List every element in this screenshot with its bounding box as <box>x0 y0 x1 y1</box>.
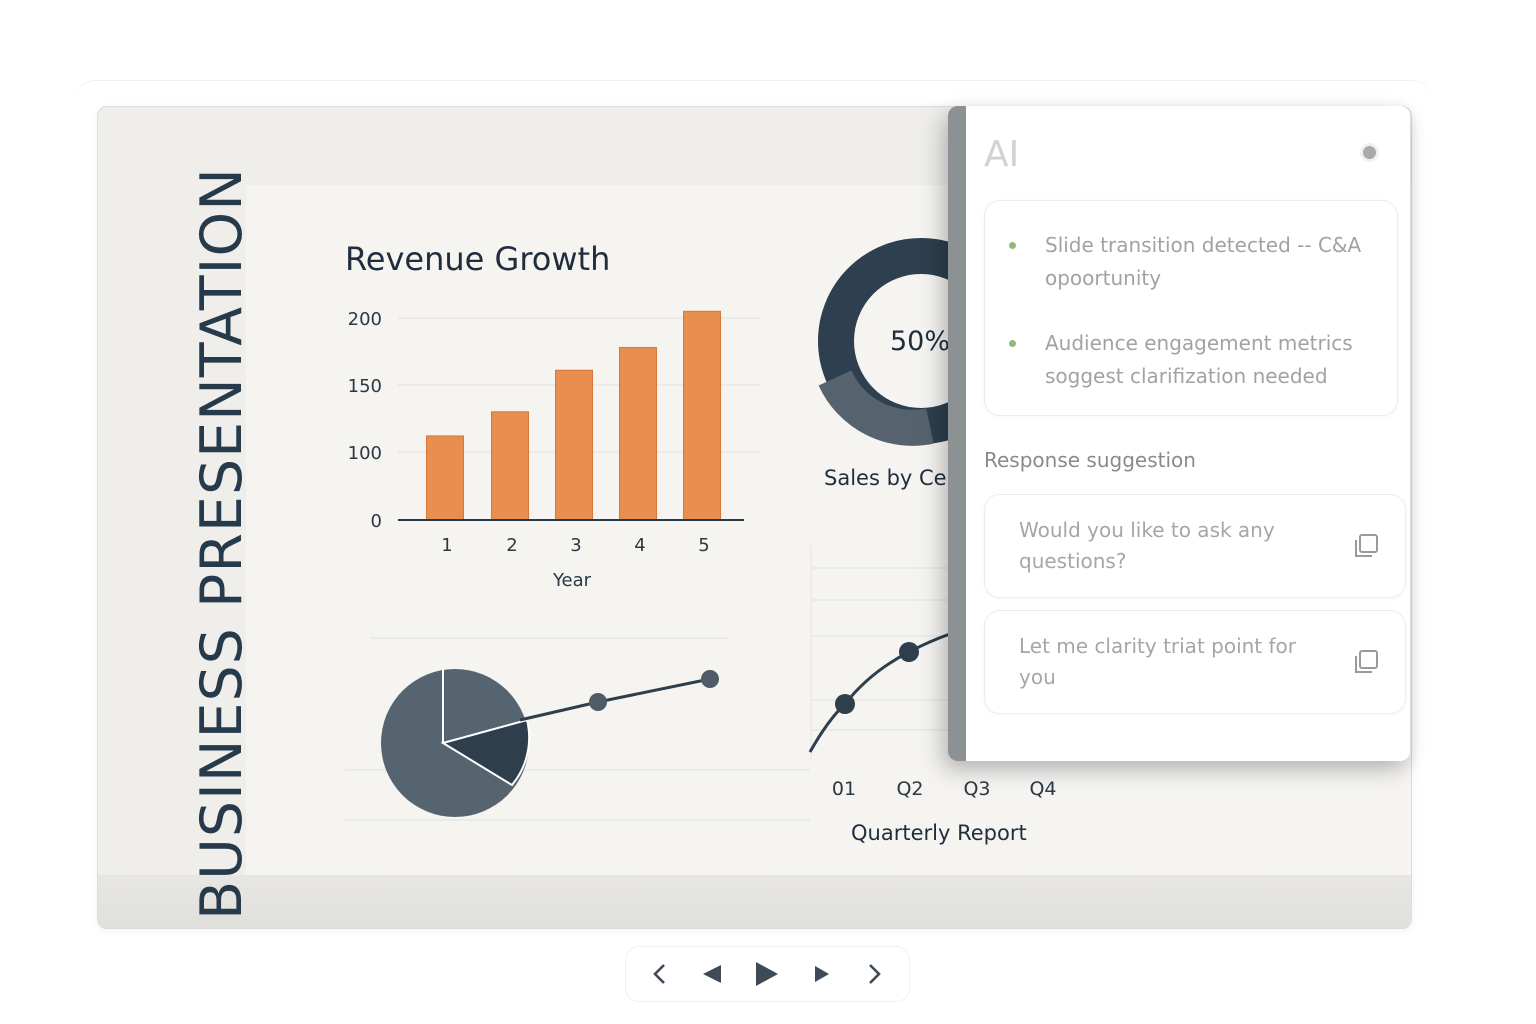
ai-panel-title: AI <box>984 134 1020 175</box>
quarterly-line <box>808 632 951 753</box>
nav-previous-button[interactable] <box>692 947 732 1001</box>
y-tick-label: 100 <box>348 443 382 464</box>
bar <box>555 369 593 521</box>
quarterly-caption: Quarterly Report <box>851 821 1027 845</box>
quarterly-point <box>899 642 919 662</box>
y-tick-label: 200 <box>348 309 382 330</box>
nav-last-button[interactable] <box>854 947 894 1001</box>
nav-next-button[interactable] <box>802 947 842 1001</box>
insight-item: Audience engagement metrics soggest clar… <box>1009 327 1379 393</box>
trend-point <box>589 693 607 711</box>
insights-card: Slide transition detected -- C&A opoortu… <box>984 200 1398 416</box>
quarter-tick-label: Q3 <box>963 778 990 800</box>
insight-text: Audience engagement metrics soggest clar… <box>1045 331 1353 388</box>
quarter-tick-label: Q2 <box>896 778 923 800</box>
bar <box>619 346 657 521</box>
next-triangle-icon <box>815 966 829 982</box>
previous-triangle-icon <box>703 965 721 983</box>
quarter-tick-label: 01 <box>832 778 856 800</box>
suggestion-text: Would you like to ask any questions? <box>1019 518 1275 573</box>
slide-navigation-bar <box>625 946 910 1002</box>
quarter-tick-label: Q4 <box>1029 778 1056 800</box>
donut-segment-light <box>818 369 934 446</box>
x-tick-label: 3 <box>570 535 581 556</box>
slide-footer-band <box>98 875 1411 928</box>
status-dot-icon[interactable] <box>1363 146 1376 159</box>
pie-slice-small <box>440 718 531 787</box>
suggestion-text: Let me clarity triat point for you <box>1019 634 1297 689</box>
donut-center-label: 50% <box>890 326 950 357</box>
play-icon <box>756 962 778 986</box>
chevron-left-icon <box>653 964 665 984</box>
suggestion-card[interactable]: Let me clarity triat point for you <box>984 610 1406 714</box>
x-axis-label: Year <box>552 570 592 591</box>
insight-text: Slide transition detected -- C&A opoortu… <box>1045 233 1362 290</box>
nav-first-button[interactable] <box>640 947 680 1001</box>
response-suggestion-label: Response suggestion <box>984 448 1196 472</box>
insight-item: Slide transition detected -- C&A opoortu… <box>1009 229 1379 295</box>
chevron-right-icon <box>869 964 881 984</box>
trend-point <box>701 670 719 688</box>
x-tick-label: 2 <box>506 535 517 556</box>
x-tick-label: 5 <box>698 535 709 556</box>
ai-assistant-panel: AI Slide transition detected -- C&A opoo… <box>948 106 1410 761</box>
suggestion-card[interactable]: Would you like to ask any questions? <box>984 494 1406 598</box>
x-tick-label: 4 <box>634 535 645 556</box>
donut-caption: Sales by Ce <box>824 466 947 490</box>
quarterly-point <box>835 694 855 714</box>
presentation-frame <box>74 80 1434 1011</box>
copy-icon[interactable] <box>1353 533 1379 559</box>
bullet-icon <box>1009 340 1016 347</box>
play-button[interactable] <box>747 947 787 1001</box>
revenue-chart-title: Revenue Growth <box>345 240 611 278</box>
x-tick-label: 1 <box>441 535 452 556</box>
bar <box>491 411 529 521</box>
bullet-icon <box>1009 242 1016 249</box>
y-tick-label: 0 <box>371 511 382 532</box>
y-tick-label: 150 <box>348 376 382 397</box>
copy-icon[interactable] <box>1353 649 1379 675</box>
